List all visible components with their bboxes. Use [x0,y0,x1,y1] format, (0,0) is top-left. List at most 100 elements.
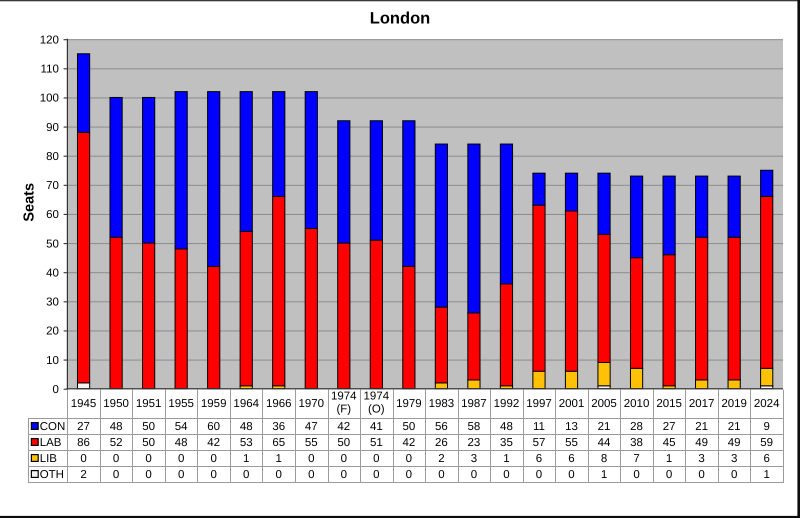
svg-text:6: 6 [568,453,574,465]
svg-text:50: 50 [142,421,155,433]
svg-text:50: 50 [142,437,155,449]
svg-text:0: 0 [308,469,314,481]
svg-text:0: 0 [341,469,347,481]
svg-text:1951: 1951 [136,398,162,410]
svg-text:44: 44 [598,437,611,449]
svg-text:0: 0 [406,453,412,465]
svg-text:55: 55 [565,437,578,449]
svg-text:1974: 1974 [331,390,357,402]
svg-text:50: 50 [337,437,350,449]
svg-text:9: 9 [763,421,769,433]
svg-text:2019: 2019 [721,398,747,410]
svg-text:23: 23 [468,437,481,449]
svg-text:35: 35 [500,437,513,449]
svg-text:3: 3 [698,453,704,465]
svg-text:1983: 1983 [429,398,455,410]
svg-text:0: 0 [243,469,249,481]
svg-text:0: 0 [503,469,509,481]
svg-text:2001: 2001 [559,398,585,410]
svg-text:100: 100 [40,93,59,105]
svg-text:65: 65 [272,437,285,449]
svg-text:26: 26 [435,437,448,449]
svg-text:11: 11 [533,421,545,433]
svg-text:0: 0 [406,469,412,481]
svg-text:0: 0 [666,469,672,481]
svg-text:48: 48 [500,421,513,433]
svg-text:38: 38 [630,437,643,449]
svg-text:40: 40 [46,267,59,279]
svg-text:0: 0 [113,469,119,481]
svg-text:1945: 1945 [71,398,97,410]
svg-text:57: 57 [533,437,546,449]
svg-text:0: 0 [113,453,119,465]
svg-text:1: 1 [503,453,509,465]
svg-text:0: 0 [438,469,444,481]
svg-text:1992: 1992 [494,398,520,410]
svg-text:(O): (O) [368,404,385,416]
svg-text:0: 0 [52,384,58,396]
svg-text:1970: 1970 [298,398,324,410]
svg-text:0: 0 [145,469,151,481]
svg-text:LIB: LIB [40,453,58,465]
svg-text:21: 21 [598,421,611,433]
svg-text:70: 70 [46,180,59,192]
svg-text:1974: 1974 [364,390,390,402]
svg-text:CON: CON [40,421,66,433]
svg-text:1: 1 [666,453,672,465]
svg-text:0: 0 [178,453,184,465]
svg-text:120: 120 [40,34,59,46]
svg-text:53: 53 [240,437,253,449]
svg-text:0: 0 [210,469,216,481]
svg-text:0: 0 [373,469,379,481]
svg-text:0: 0 [536,469,542,481]
svg-text:LAB: LAB [40,437,62,449]
svg-text:48: 48 [175,437,188,449]
svg-text:42: 42 [402,437,415,449]
svg-text:56: 56 [435,421,448,433]
svg-text:90: 90 [46,122,59,134]
svg-text:51: 51 [370,437,383,449]
svg-text:1950: 1950 [103,398,129,410]
svg-text:1: 1 [276,453,282,465]
svg-text:60: 60 [46,209,59,221]
svg-text:2010: 2010 [624,398,650,410]
svg-text:42: 42 [207,437,220,449]
svg-text:55: 55 [305,437,318,449]
svg-text:110: 110 [41,64,59,76]
svg-text:1959: 1959 [201,398,227,410]
svg-text:3: 3 [471,453,477,465]
svg-text:36: 36 [272,421,285,433]
svg-text:47: 47 [305,421,318,433]
svg-text:1955: 1955 [168,398,194,410]
svg-text:58: 58 [468,421,481,433]
svg-text:86: 86 [77,437,90,449]
svg-text:2017: 2017 [689,398,715,410]
svg-text:2024: 2024 [754,398,780,410]
svg-text:OTH: OTH [40,469,64,481]
svg-text:8: 8 [601,453,607,465]
svg-text:54: 54 [175,421,188,433]
svg-text:3: 3 [731,453,737,465]
svg-text:21: 21 [728,421,741,433]
svg-text:1: 1 [763,469,769,481]
svg-text:50: 50 [402,421,415,433]
svg-text:13: 13 [565,421,578,433]
svg-text:1966: 1966 [266,398,292,410]
svg-text:0: 0 [698,469,704,481]
svg-text:52: 52 [110,437,123,449]
svg-text:50: 50 [46,238,59,250]
svg-text:0: 0 [145,453,151,465]
svg-text:30: 30 [46,297,59,309]
svg-text:London: London [370,10,430,28]
svg-text:2015: 2015 [656,398,682,410]
svg-text:2: 2 [80,469,86,481]
svg-text:0: 0 [633,469,639,481]
svg-text:2005: 2005 [591,398,617,410]
svg-text:(F): (F) [336,404,351,416]
svg-text:6: 6 [763,453,769,465]
svg-text:2: 2 [438,453,444,465]
svg-text:49: 49 [728,437,741,449]
svg-text:1987: 1987 [461,398,487,410]
svg-text:80: 80 [46,151,59,163]
svg-text:7: 7 [633,453,639,465]
